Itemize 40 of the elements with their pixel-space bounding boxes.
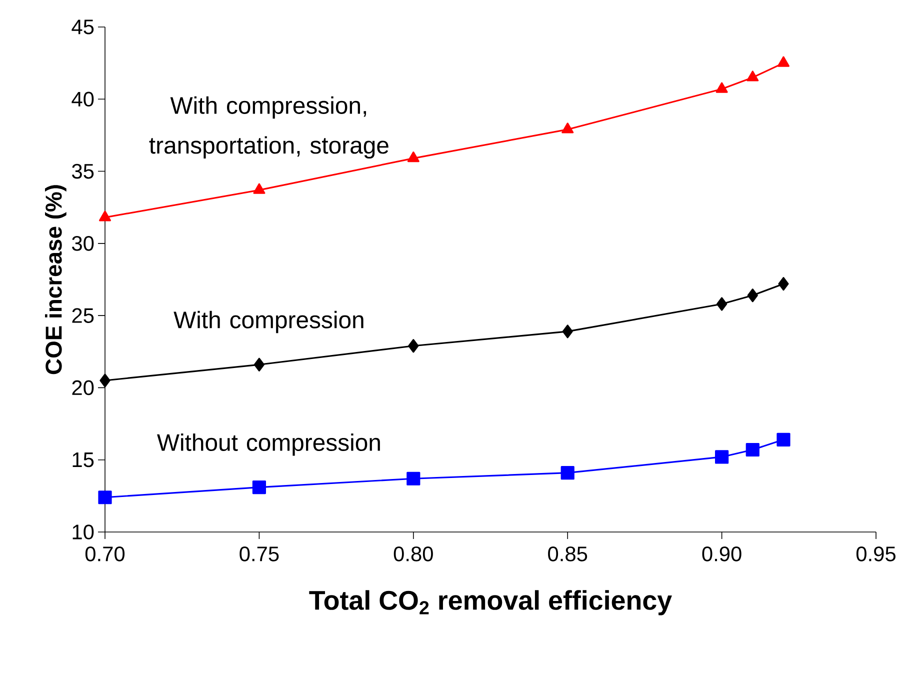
point [746, 442, 760, 457]
point [99, 210, 111, 222]
point [562, 324, 573, 338]
point [716, 82, 728, 93]
x-tick-label: 0.70 [85, 546, 125, 562]
point [716, 297, 728, 311]
point [746, 70, 759, 82]
point [254, 358, 265, 372]
point [406, 472, 420, 486]
point [562, 122, 574, 134]
x-tick-label: 0.90 [702, 546, 742, 562]
x-tick-label: 0.80 [394, 546, 433, 562]
y-axis-title: COE increase (%) [45, 185, 66, 374]
x-axis-title: Total CO$_{2}$ removal efficiency [309, 590, 672, 616]
point [560, 466, 574, 480]
point [778, 277, 789, 291]
y-tick-label: 20 [72, 380, 94, 396]
series-label: Without compression [157, 433, 380, 456]
point [100, 374, 110, 388]
y-tick-label: 25 [72, 308, 94, 323]
y-tick-label: 15 [72, 452, 94, 468]
series-label: With compression, transportation, storage [149, 96, 388, 159]
point [252, 480, 266, 494]
x-tick-label: 0.95 [856, 546, 896, 562]
y-tick-label: 10 [72, 524, 94, 540]
point [747, 288, 758, 302]
y-tick-label: 30 [72, 236, 94, 251]
x-tick-label: 0.75 [240, 546, 279, 562]
point [98, 490, 112, 504]
point [715, 450, 729, 464]
point [408, 339, 419, 353]
y-tick-label: 40 [72, 92, 94, 107]
point [253, 183, 266, 194]
series-label: With compression [174, 310, 364, 334]
point [776, 432, 790, 446]
point [407, 151, 420, 162]
point [777, 56, 790, 67]
x-tick-label: 0.85 [548, 546, 588, 562]
y-tick-label: 45 [72, 20, 94, 34]
y-tick-label: 35 [72, 164, 94, 179]
